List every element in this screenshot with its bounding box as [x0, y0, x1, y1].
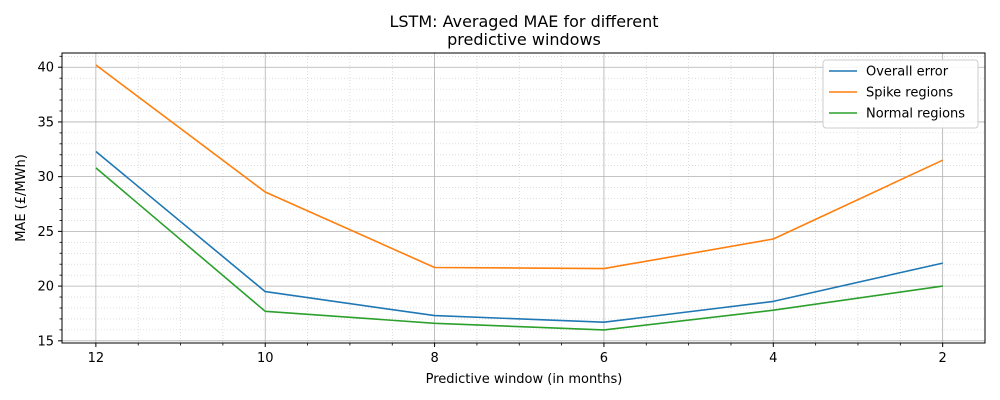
- series-line-2: [95, 64, 944, 270]
- chart-title-line-1: LSTM: Averaged MAE for different: [389, 12, 658, 31]
- y-tick-label: 40: [37, 61, 54, 76]
- y-tick-label: 15: [37, 334, 54, 349]
- series-line-3: [95, 167, 943, 331]
- series-line-1: [95, 150, 943, 324]
- minor-grid: [62, 53, 985, 343]
- y-axis-ticks: 15 20 25 30 35 40: [37, 55, 62, 349]
- legend: Overall error Spike regions Normal regions: [822, 59, 979, 129]
- y-tick-label: 35: [37, 115, 54, 130]
- legend-label-3: Normal regions: [866, 107, 965, 122]
- x-tick-label: 10: [257, 351, 274, 366]
- x-tick-label: 6: [600, 351, 608, 366]
- x-axis-label: Predictive window (in months): [426, 372, 623, 387]
- x-tick-label: 4: [769, 351, 777, 366]
- x-tick-label: 2: [939, 351, 947, 366]
- y-tick-label: 25: [37, 225, 54, 240]
- legend-label-1: Overall error: [866, 65, 949, 80]
- chart-title-line-2: predictive windows: [447, 30, 601, 49]
- x-tick-label: 12: [88, 351, 105, 366]
- series-layer: [95, 64, 944, 331]
- plot-area-frame: [61, 52, 986, 344]
- x-axis-ticks: 12 10 8 6 4 2: [88, 343, 947, 366]
- y-tick-label: 20: [37, 280, 54, 295]
- legend-box: [822, 59, 979, 129]
- y-tick-label: 30: [37, 170, 54, 185]
- x-tick-label: 8: [430, 351, 438, 366]
- legend-label-2: Spike regions: [866, 86, 953, 101]
- y-axis-label: MAE (£/MWh): [14, 154, 29, 242]
